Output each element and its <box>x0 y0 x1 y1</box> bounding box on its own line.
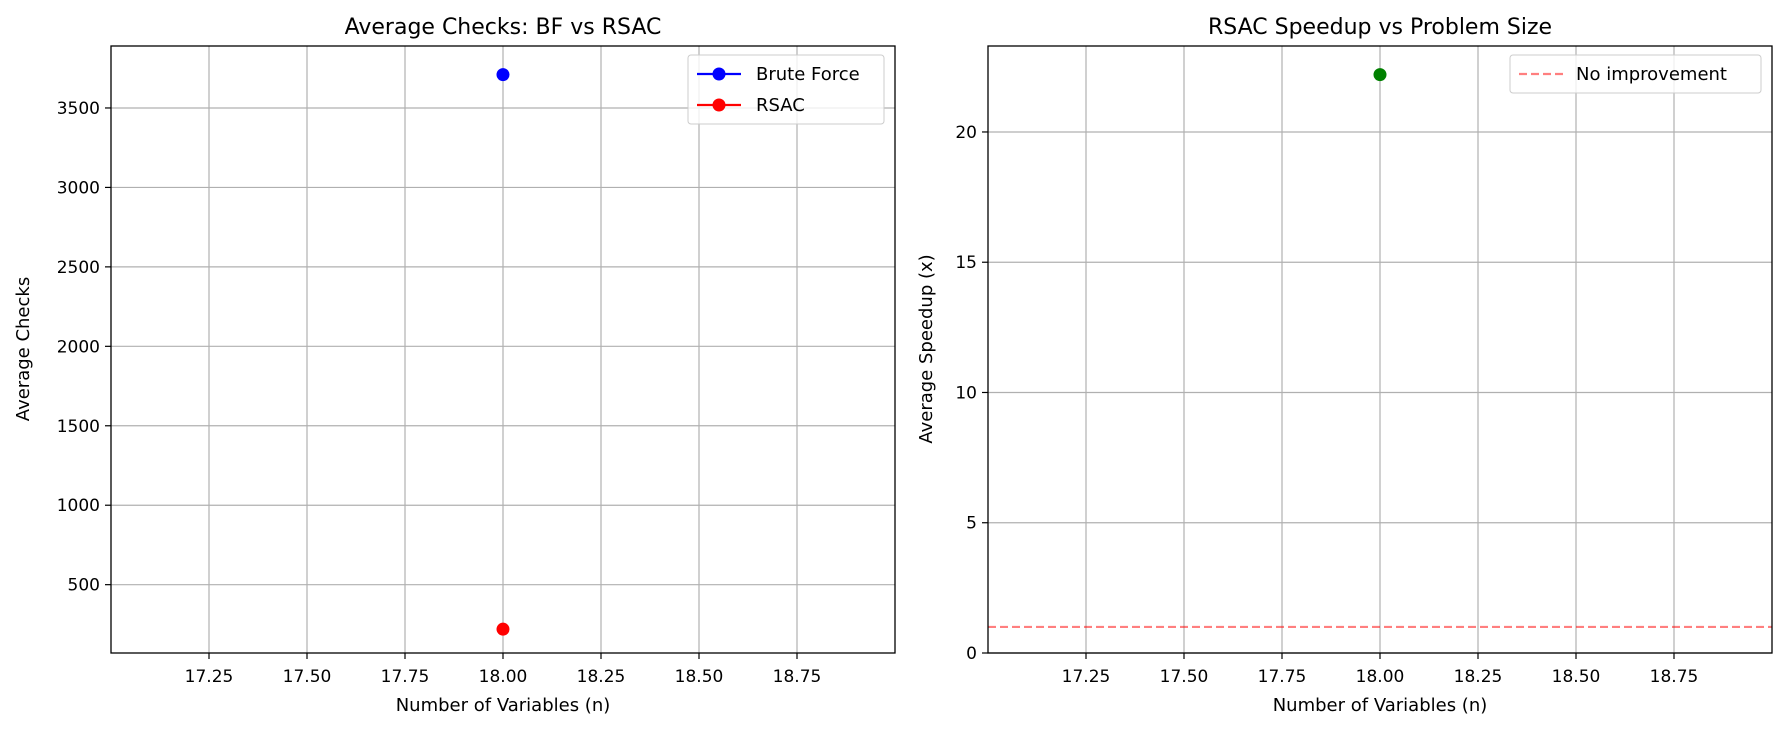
x-tick-label: 18.50 <box>675 667 724 687</box>
y-tick-label: 3500 <box>57 99 100 119</box>
y-tick-label: 20 <box>955 123 977 143</box>
x-tick-label: 18.50 <box>1552 667 1601 687</box>
x-tick-label: 17.50 <box>1160 667 1209 687</box>
chart-right-y-ticks: 0 5 10 15 20 <box>955 123 988 664</box>
x-tick-label: 18.75 <box>773 667 822 687</box>
chart-right-x-label: Number of Variables (n) <box>1273 695 1488 716</box>
y-tick-label: 10 <box>955 383 977 403</box>
x-tick-label: 18.00 <box>479 667 528 687</box>
y-tick-label: 500 <box>68 576 100 596</box>
legend-marker-brute-force <box>712 67 726 81</box>
legend-label-no-improvement: No improvement <box>1576 64 1727 85</box>
data-point-series-1 <box>496 622 510 636</box>
y-tick-label: 2500 <box>57 258 100 278</box>
chart-left: Average Checks: BF vs RSAC 17.25 17.50 17.… <box>13 15 896 716</box>
chart-left-title: Average Checks: BF vs RSAC <box>345 15 662 40</box>
legend-marker-rsac <box>712 98 726 112</box>
chart-right-grid <box>988 46 1772 654</box>
x-tick-label: 17.25 <box>1062 667 1111 687</box>
y-tick-label: 3000 <box>57 178 100 198</box>
chart-right-marks <box>988 68 1772 629</box>
chart-left-y-ticks: 500 1000 1500 2000 2500 3000 3500 <box>57 99 111 596</box>
legend-label-rsac: RSAC <box>756 95 805 116</box>
legend-label-brute-force: Brute Force <box>756 64 860 85</box>
chart-left-grid <box>111 46 895 653</box>
y-tick-label: 0 <box>966 644 977 664</box>
chart-right-x-ticks: 17.25 17.50 17.75 18.00 18.25 18.50 18.75 <box>1062 653 1699 687</box>
data-point-series-0 <box>1373 68 1387 82</box>
chart-left-y-label: Average Checks <box>13 277 34 421</box>
chart-right-y-label: Average Speedup (x) <box>916 254 937 443</box>
data-point-series-0 <box>496 68 510 82</box>
chart-left-legend: Brute Force RSAC <box>687 54 885 125</box>
chart-right-title: RSAC Speedup vs Problem Size <box>1208 15 1552 40</box>
chart-left-x-ticks: 17.25 17.50 17.75 18.00 18.25 18.50 18.75 <box>185 653 822 687</box>
x-tick-label: 17.25 <box>185 667 234 687</box>
chart-right: RSAC Speedup vs Problem Size 17.25 17.50 1… <box>916 15 1773 716</box>
x-tick-label: 18.25 <box>1454 667 1503 687</box>
chart-right-legend: No improvement <box>1509 54 1762 94</box>
y-tick-label: 15 <box>955 253 977 273</box>
chart-left-x-label: Number of Variables (n) <box>396 695 611 716</box>
x-tick-label: 18.25 <box>577 667 626 687</box>
chart-left-legend-box <box>687 54 885 125</box>
y-tick-label: 2000 <box>57 337 100 357</box>
x-tick-label: 17.50 <box>283 667 332 687</box>
chart-left-marks <box>496 68 510 636</box>
x-tick-label: 18.00 <box>1356 667 1405 687</box>
y-tick-label: 1000 <box>57 496 100 516</box>
x-tick-label: 17.75 <box>1258 667 1307 687</box>
y-tick-label: 1500 <box>57 417 100 437</box>
x-tick-label: 17.75 <box>381 667 430 687</box>
chart-right-legend-box <box>1509 54 1762 94</box>
y-tick-label: 5 <box>966 514 977 534</box>
x-tick-label: 18.75 <box>1650 667 1699 687</box>
